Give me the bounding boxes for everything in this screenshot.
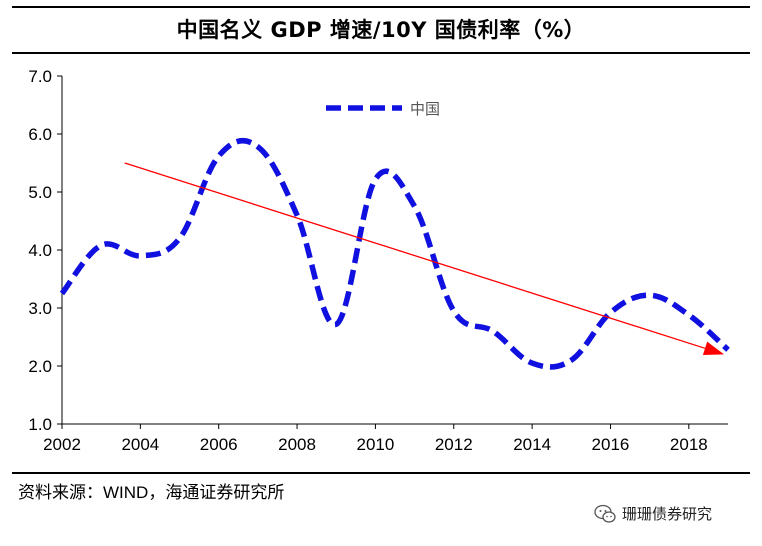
x-tick-label: 2008 [278,435,316,454]
x-tick-label: 2004 [121,435,159,454]
source-note: 资料来源：WIND，海通证券研究所 [18,483,285,502]
x-tick-label: 2016 [592,435,630,454]
x-tick-label: 2002 [43,435,81,454]
x-tick-label: 2012 [435,435,473,454]
top-rule [12,6,750,8]
y-tick-label: 3.0 [28,299,52,318]
x-tick-label: 2018 [670,435,708,454]
y-tick-label: 4.0 [28,241,52,260]
x-tick-label: 2014 [513,435,551,454]
bottom-rule [12,472,750,474]
y-tick-label: 6.0 [28,125,52,144]
y-tick-label: 2.0 [28,357,52,376]
title-rule [12,52,750,54]
trend-line [124,162,706,349]
x-tick-label: 2010 [356,435,394,454]
y-tick-label: 5.0 [28,183,52,202]
x-tick-label: 2006 [200,435,238,454]
y-tick-label: 7.0 [28,67,52,86]
trend-arrowhead [702,341,725,355]
y-tick-label: 1.0 [28,415,52,434]
legend-label: 中国 [410,100,440,118]
chart-title: 中国名义 GDP 增速/10Y 国债利率（%） [176,18,586,42]
watermark: 珊珊债券研究 [594,503,712,524]
watermark-text: 珊珊债券研究 [622,505,713,523]
wechat-icon [594,504,616,523]
